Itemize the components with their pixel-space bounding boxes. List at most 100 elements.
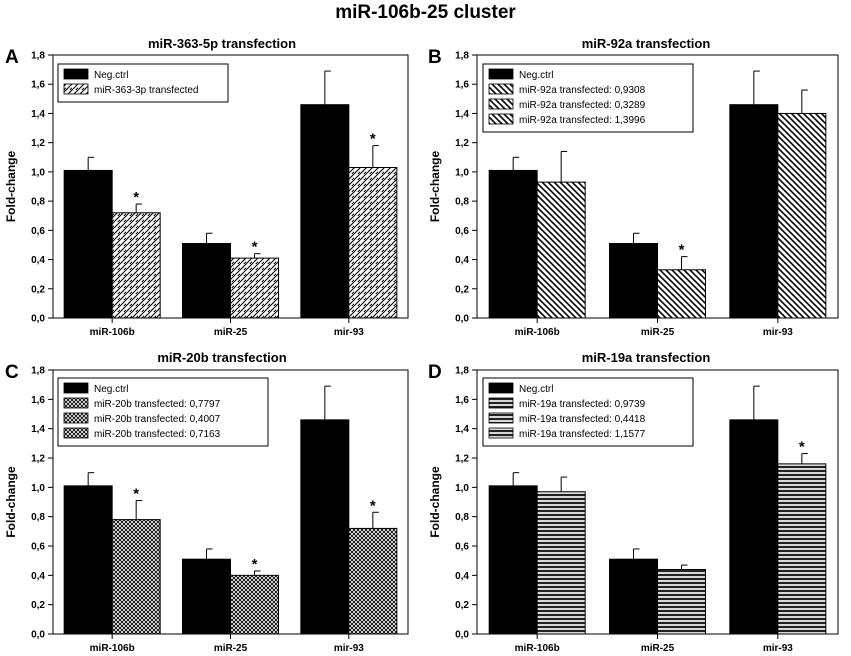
y-tick-label: 0,0 bbox=[31, 630, 45, 641]
legend-label: miR-92a transfected: 1,3996 bbox=[519, 115, 646, 126]
y-tick-label: 1,2 bbox=[31, 138, 45, 149]
legend-label: miR-19a transfected: 0,9739 bbox=[519, 399, 646, 410]
panel-title: miR-363-5p transfection bbox=[148, 36, 296, 51]
bar-negctrl bbox=[729, 419, 779, 635]
x-tick-label: mir-93 bbox=[334, 643, 364, 654]
significance-star: * bbox=[679, 242, 685, 259]
legend-swatch bbox=[63, 68, 89, 80]
y-tick-label: 0,2 bbox=[455, 600, 469, 611]
y-tick-label: 1,8 bbox=[31, 366, 45, 377]
y-tick-label: 0,0 bbox=[455, 630, 469, 641]
panel-title: miR-20b transfection bbox=[157, 350, 286, 365]
bar-transfected bbox=[536, 491, 586, 635]
significance-star: * bbox=[799, 439, 805, 456]
y-tick-label: 0,4 bbox=[31, 255, 45, 266]
legend-swatch bbox=[63, 412, 89, 424]
legend-swatch bbox=[488, 98, 514, 110]
y-tick-label: 0,2 bbox=[31, 284, 45, 295]
panel-title: miR-92a transfection bbox=[582, 36, 711, 51]
bar-negctrl bbox=[609, 242, 658, 319]
bar-negctrl bbox=[488, 169, 538, 319]
x-tick-label: miR-25 bbox=[641, 643, 675, 654]
x-tick-label: miR-106b bbox=[515, 643, 560, 654]
y-tick-label: 1,0 bbox=[31, 483, 45, 494]
bar-transfected bbox=[348, 527, 398, 635]
significance-star: * bbox=[133, 486, 139, 503]
legend-swatch bbox=[63, 397, 89, 409]
y-tick-label: 1,4 bbox=[455, 109, 469, 120]
x-tick-label: mir-93 bbox=[763, 327, 793, 338]
legend-label: miR-92a transfected: 0,3289 bbox=[519, 100, 646, 111]
panel-letter: B bbox=[428, 47, 442, 68]
legend: Neg.ctrl miR-363-3p transfected bbox=[57, 63, 229, 103]
y-axis-label: Fold-change bbox=[428, 151, 442, 223]
panel-letter: C bbox=[5, 362, 19, 383]
y-tick-label: 1,6 bbox=[31, 80, 45, 91]
bar-transfected bbox=[111, 212, 161, 319]
bar-negctrl bbox=[609, 558, 658, 635]
significance-star: * bbox=[252, 556, 258, 573]
y-tick-label: 1,8 bbox=[455, 366, 469, 377]
legend: Neg.ctrl miR-92a transfected: 0,9308 miR-9… bbox=[482, 63, 694, 133]
significance-star: * bbox=[133, 189, 139, 206]
legend-label: Neg.ctrl bbox=[519, 384, 553, 395]
legend: Neg.ctrl miR-19a transfected: 0,9739 miR-1… bbox=[482, 377, 694, 447]
bar-negctrl bbox=[488, 485, 538, 635]
y-tick-label: 0,0 bbox=[455, 314, 469, 325]
y-tick-label: 0,2 bbox=[31, 600, 45, 611]
legend-label: Neg.ctrl bbox=[519, 70, 553, 81]
y-tick-label: 0,6 bbox=[31, 226, 45, 237]
legend-box bbox=[482, 63, 694, 133]
y-tick-label: 1,6 bbox=[455, 395, 469, 406]
y-tick-label: 0,8 bbox=[455, 197, 469, 208]
x-tick-label: miR-25 bbox=[214, 643, 248, 654]
bar-negctrl bbox=[63, 169, 113, 319]
bar-negctrl bbox=[300, 419, 350, 635]
legend-label: miR-20b transfected: 0,7797 bbox=[94, 399, 221, 410]
y-tick-label: 0,2 bbox=[455, 284, 469, 295]
y-tick-label: 1,0 bbox=[455, 483, 469, 494]
legend-box bbox=[482, 377, 694, 447]
x-tick-label: miR-106b bbox=[90, 643, 135, 654]
bar-transfected bbox=[111, 519, 161, 635]
y-axis-label: Fold-change bbox=[4, 151, 18, 223]
significance-star: * bbox=[370, 131, 376, 148]
legend-label: miR-20b transfected: 0,7163 bbox=[94, 429, 221, 440]
legend-label: miR-19a transfected: 0,4418 bbox=[519, 414, 646, 425]
legend-label: miR-20b transfected: 0,4007 bbox=[94, 414, 221, 425]
y-tick-label: 0,4 bbox=[31, 571, 45, 582]
legend-swatch bbox=[488, 397, 514, 409]
y-tick-label: 0,0 bbox=[31, 314, 45, 325]
x-tick-label: miR-25 bbox=[641, 327, 675, 338]
y-tick-label: 0,4 bbox=[455, 571, 469, 582]
y-tick-label: 1,8 bbox=[31, 51, 45, 62]
legend-swatch bbox=[488, 68, 514, 80]
legend-label: Neg.ctrl bbox=[94, 384, 128, 395]
bar-negctrl bbox=[182, 242, 231, 319]
y-tick-label: 1,4 bbox=[31, 424, 45, 435]
y-tick-label: 0,8 bbox=[455, 512, 469, 523]
panel-letter: D bbox=[428, 362, 442, 383]
y-axis-label: Fold-change bbox=[4, 466, 18, 538]
legend-label: miR-19a transfected: 1,1577 bbox=[519, 429, 646, 440]
y-tick-label: 1,2 bbox=[31, 454, 45, 465]
legend-swatch bbox=[488, 83, 514, 95]
x-tick-label: mir-93 bbox=[763, 643, 793, 654]
y-tick-label: 1,6 bbox=[455, 80, 469, 91]
legend-swatch bbox=[63, 427, 89, 439]
legend-swatch bbox=[488, 113, 514, 125]
legend: Neg.ctrl miR-20b transfected: 0,7797 miR-2… bbox=[57, 377, 269, 447]
y-tick-label: 0,8 bbox=[31, 512, 45, 523]
y-tick-label: 1,6 bbox=[31, 395, 45, 406]
legend-swatch bbox=[488, 382, 514, 394]
bar-transfected bbox=[657, 568, 706, 635]
bar-negctrl bbox=[300, 104, 350, 319]
bar-transfected bbox=[348, 167, 398, 319]
y-tick-label: 1,2 bbox=[455, 138, 469, 149]
y-tick-label: 0,4 bbox=[455, 255, 469, 266]
bar-transfected bbox=[777, 463, 827, 635]
y-tick-label: 1,4 bbox=[455, 424, 469, 435]
